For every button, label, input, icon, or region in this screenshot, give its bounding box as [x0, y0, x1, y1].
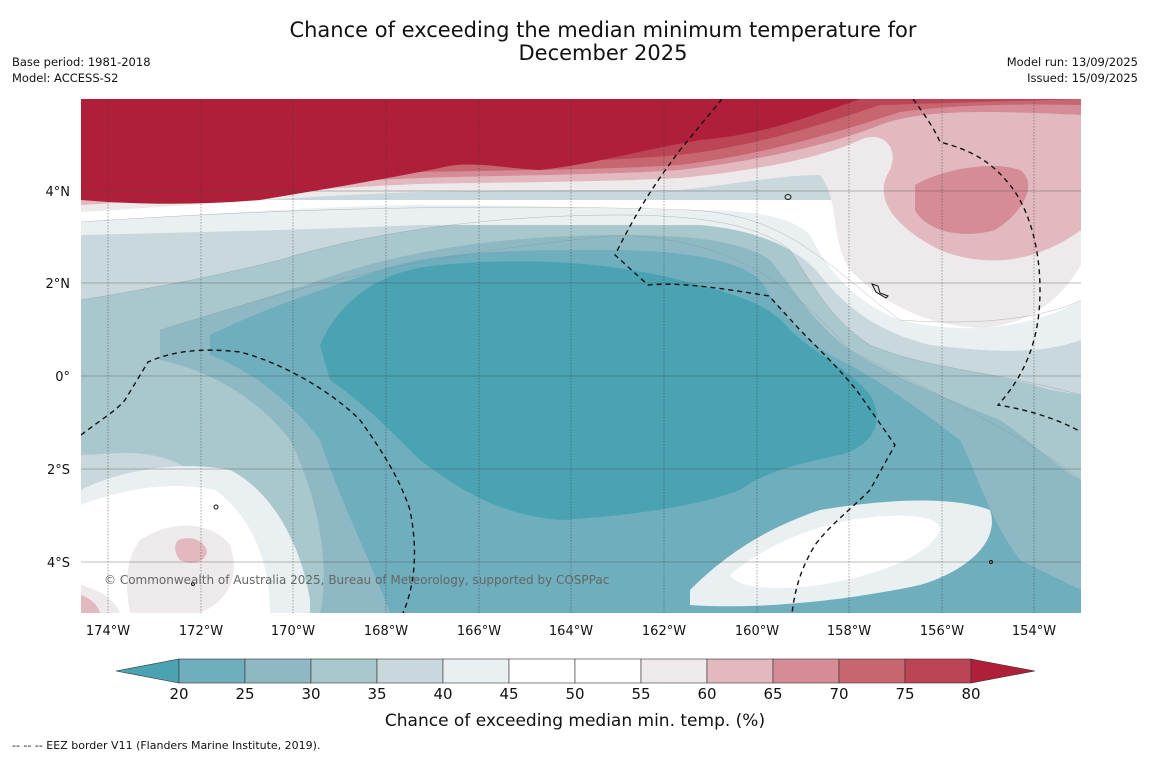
- contour-above-80: [81, 99, 860, 204]
- lon-label: 162°W: [642, 624, 686, 639]
- lat-label: 2°N: [46, 277, 71, 292]
- contour-60-65-southwest-corner: [81, 595, 100, 613]
- contour-below-20: [320, 261, 877, 520]
- islands: [191, 194, 993, 586]
- colorbar-tick: 75: [895, 685, 914, 703]
- contour-60-65-southwest: [175, 538, 207, 563]
- colorbar-tick: 40: [433, 685, 452, 703]
- colorbar-35-40: [376, 658, 444, 684]
- longitude-labels: 174°W 172°W 170°W 168°W 166°W 164°W 162°…: [86, 624, 1056, 639]
- colorbar-65-70: [772, 658, 840, 684]
- island: [989, 560, 993, 564]
- eez-borders: [81, 99, 1081, 613]
- colorbar-tick: 30: [301, 685, 320, 703]
- island: [213, 504, 219, 510]
- colorbar-label: Chance of exceeding median min. temp. (%…: [385, 711, 765, 731]
- lon-label: 158°W: [827, 624, 871, 639]
- island: [784, 194, 792, 200]
- colorbar-ticks: 20 25 30 35 40 45 50 55 60 65 70 75 80: [169, 685, 980, 703]
- colorbar-tick: 80: [961, 685, 980, 703]
- island: [871, 283, 889, 299]
- colorbar-above-80: [970, 658, 1036, 684]
- base-period-label: Base period: 1981-2018: [12, 55, 151, 69]
- issued-label: Issued: 15/09/2025: [1027, 70, 1138, 85]
- lat-label: 2°S: [47, 463, 70, 478]
- colorbar-tick: 25: [235, 685, 254, 703]
- lon-label: 172°W: [179, 624, 223, 639]
- probability-field: [81, 99, 1081, 613]
- lat-label: 4°N: [46, 185, 71, 200]
- model-run-label: Model run: 13/09/2025: [1006, 55, 1138, 69]
- contour-65-70-east: [915, 165, 1029, 234]
- island: [191, 582, 195, 586]
- meta-left: Base period: 1981-2018 Model: ACCESS-S2: [12, 55, 151, 86]
- lon-label: 164°W: [549, 624, 593, 639]
- model-label: Model: ACCESS-S2: [12, 70, 119, 85]
- colorbar-50-55: [574, 658, 642, 684]
- colorbar-tick: 50: [565, 685, 584, 703]
- colorbar-20-25: [178, 658, 246, 684]
- eez-legend-note: -- -- -- EEZ border V11 (Flanders Marine…: [12, 739, 321, 752]
- lon-label: 168°W: [364, 624, 408, 639]
- lat-label: 4°S: [47, 556, 70, 571]
- colorbar-30-35: [310, 658, 378, 684]
- colorbar-25-30: [244, 658, 312, 684]
- contour-45-55-southeast: [730, 515, 940, 588]
- colorbar-tick: 20: [169, 685, 188, 703]
- colorbar-tick: 45: [499, 685, 518, 703]
- colorbar-40-45: [442, 658, 510, 684]
- colorbar-below-20: [115, 658, 180, 684]
- forecast-map: © Commonwealth of Australia 2025, Bureau…: [46, 99, 1081, 731]
- colorbar-60-65: [706, 658, 774, 684]
- lon-label: 156°W: [920, 624, 964, 639]
- lon-label: 154°W: [1012, 624, 1056, 639]
- lat-label: 0°: [55, 370, 70, 385]
- lon-label: 160°W: [735, 624, 779, 639]
- contour-45-55-north: [81, 200, 1081, 329]
- map-title: Chance of exceeding the median minimum t…: [0, 19, 1150, 65]
- colorbar-tick: 55: [631, 685, 650, 703]
- colorbar-tick: 70: [829, 685, 848, 703]
- lon-label: 174°W: [86, 624, 130, 639]
- colorbar-70-75: [838, 658, 906, 684]
- contour-lines: [81, 206, 1081, 481]
- title-line-1: Chance of exceeding the median minimum t…: [289, 18, 917, 42]
- contour-55-60-southwest: [127, 525, 234, 613]
- colorbar: [115, 658, 1036, 684]
- colorbar-tick: 65: [763, 685, 782, 703]
- lon-label: 170°W: [271, 624, 315, 639]
- title-line-2: December 2025: [518, 41, 688, 65]
- colorbar-45-50: [508, 658, 576, 684]
- colorbar-tick: 60: [697, 685, 716, 703]
- copyright-text: © Commonwealth of Australia 2025, Bureau…: [104, 573, 609, 587]
- colorbar-55-60: [640, 658, 708, 684]
- latitude-lines: [81, 190, 1081, 563]
- latitude-labels: 4°N 2°N 0° 2°S 4°S: [46, 185, 71, 571]
- lon-label: 166°W: [457, 624, 501, 639]
- colorbar-tick: 35: [367, 685, 386, 703]
- colorbar-75-80: [904, 658, 972, 684]
- meta-right: Model run: 13/09/2025 Issued: 15/09/2025: [1007, 55, 1138, 86]
